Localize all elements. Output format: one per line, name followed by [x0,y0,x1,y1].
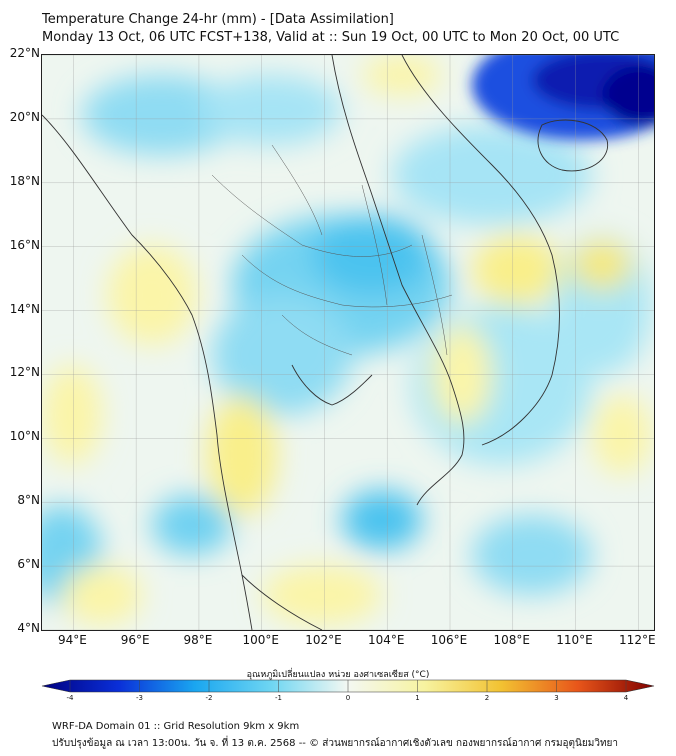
colorbar-tick-label: -1 [275,694,282,702]
colorbar [41,679,655,693]
lon-tick-label: 100°E [242,633,279,647]
lat-tick-label: 14°N [9,301,40,316]
lat-tick-label: 10°N [9,429,40,444]
temperature-change-map[interactable] [41,54,655,631]
map-canvas [42,55,654,630]
colorbar-title: อุณหภูมิเปลี่ยนแปลง หน่วย องศาเซลเซียส (… [246,670,430,680]
footer-model-info: WRF-DA Domain 01 :: Grid Resolution 9km … [52,721,300,732]
lat-tick-label: 4°N [17,621,40,635]
lat-tick-label: 8°N [17,493,40,508]
lon-tick-label: 112°E [619,633,656,647]
lon-tick-label: 94°E [57,633,87,647]
lon-tick-label: 104°E [367,633,405,647]
borders [211,144,453,356]
colorbar-tick-label: -3 [136,694,143,702]
lon-tick-label: 98°E [183,633,213,647]
colorbar-tick-label: -2 [205,694,213,702]
chart-subtitle: Monday 13 Oct, 06 UTC FCST+138, Valid at… [42,30,620,45]
coastlines [42,55,609,630]
colorbar-tick-label: 4 [623,694,629,702]
colorbar-tick-label: 1 [415,694,420,702]
lat-tick-label: 12°N [9,365,40,380]
colorbar-tick-label: 3 [554,694,559,702]
lon-tick-label: 102°E [305,633,342,647]
colorbar-tick-label: 2 [484,694,490,702]
lon-tick-label: 96°E [120,633,150,647]
lon-tick-label: 106°E [430,633,468,647]
colorbar-ticks: -4 -3 -2 -1 0 1 2 3 4 [0,694,676,706]
lat-tick-label: 20°N [9,109,40,124]
lat-tick-label: 22°N [9,46,40,60]
lat-tick-label: 16°N [9,237,40,252]
lat-tick-label: 6°N [17,557,40,572]
colorbar-tick-label: -4 [66,694,74,702]
lat-tick-label: 18°N [9,173,40,188]
lon-tick-label: 110°E [556,633,593,647]
field-blobs [42,55,652,625]
footer-credit: ปรับปรุงข้อมูล ณ เวลา 13:00น. วัน จ. ที่… [52,738,619,749]
lon-tick-label: 108°E [493,633,531,647]
chart-title: Temperature Change 24-hr (mm) - [Data As… [42,12,394,27]
colorbar-tick-label: 0 [345,694,351,702]
